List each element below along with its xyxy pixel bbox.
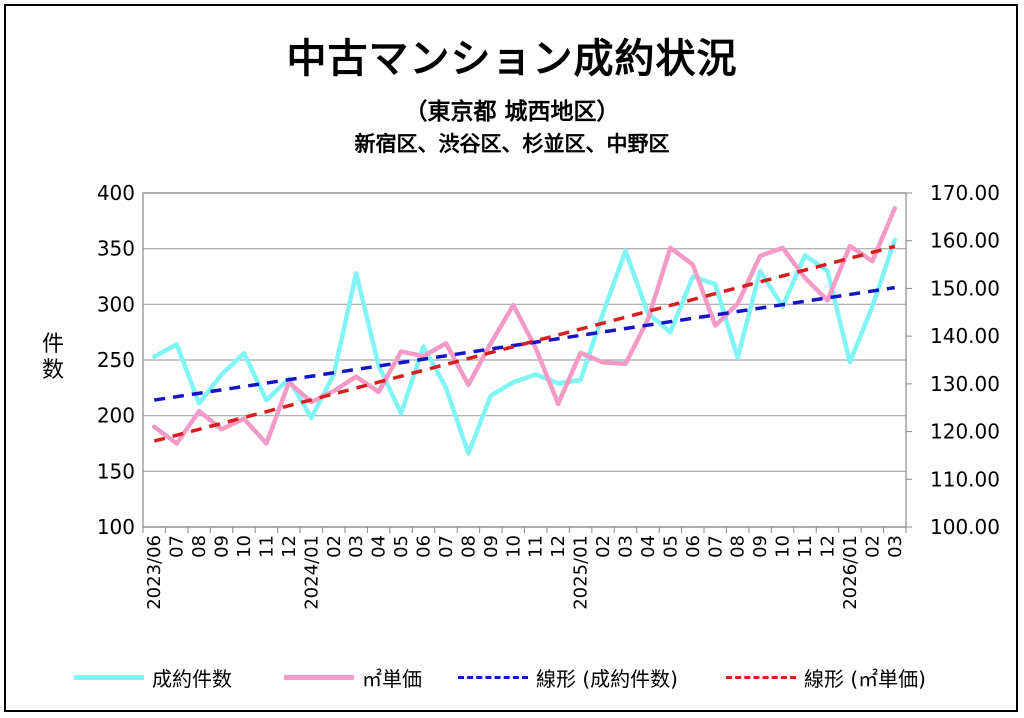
x-tick-label: 11 bbox=[256, 535, 277, 558]
y-right-tick-label: 150.00 bbox=[930, 276, 1000, 300]
x-tick-label: 12 bbox=[548, 535, 569, 558]
x-tick-label: 07 bbox=[705, 535, 726, 558]
chart-subtitle-region: （東京都 城西地区） bbox=[404, 99, 620, 125]
x-tick-label: 08 bbox=[189, 535, 210, 558]
y-right-tick-label: 100.00 bbox=[930, 515, 1000, 539]
legend-swatch-count-trend bbox=[458, 675, 528, 679]
legend-item-count: 成約件数 bbox=[74, 662, 232, 692]
x-tick-label: 09 bbox=[212, 535, 233, 558]
x-tick-label: 04 bbox=[369, 535, 390, 558]
x-tick-label: 2026/01 bbox=[840, 535, 861, 610]
trendline-unit-price bbox=[153, 244, 896, 443]
y-left-tick-label: 100 bbox=[97, 515, 135, 539]
legend-label-count: 成約件数 bbox=[152, 666, 232, 691]
chart-title: 中古マンション成約状況 bbox=[286, 36, 738, 82]
y-right-tick-label: 110.00 bbox=[930, 467, 1000, 491]
series-line-unit-price bbox=[151, 206, 898, 446]
y-left-tick-label: 300 bbox=[97, 292, 135, 316]
legend: 成約件数 ㎡単価 線形 (成約件数) 線形 (㎡単価) bbox=[0, 662, 1024, 692]
y-left-tick-label: 350 bbox=[97, 237, 135, 261]
x-tick-label: 10 bbox=[773, 535, 794, 558]
legend-swatch-count bbox=[74, 674, 144, 680]
y-right-tick-label: 140.00 bbox=[930, 324, 1000, 348]
x-tick-label: 11 bbox=[795, 535, 816, 558]
legend-label-count-trend: 線形 (成約件数) bbox=[536, 666, 678, 691]
y-left-tick-label: 400 bbox=[97, 181, 135, 205]
x-tick-label: 2024/01 bbox=[301, 535, 322, 610]
y-left-tick-label: 250 bbox=[97, 348, 135, 372]
x-tick-label: 08 bbox=[728, 535, 749, 558]
x-tick-label: 2025/01 bbox=[571, 535, 592, 610]
legend-label-unit-trend: 線形 (㎡単価) bbox=[804, 666, 926, 691]
x-tick-label: 05 bbox=[660, 535, 681, 558]
x-tick-label: 12 bbox=[817, 535, 838, 558]
y-right-tick-label: 160.00 bbox=[930, 229, 1000, 253]
x-tick-label: 03 bbox=[615, 535, 636, 558]
x-tick-label: 12 bbox=[279, 535, 300, 558]
legend-label-unit-price: ㎡単価 bbox=[362, 666, 422, 691]
legend-item-unit-trend: 線形 (㎡単価) bbox=[726, 662, 926, 692]
x-tick-label: 08 bbox=[458, 535, 479, 558]
x-tick-label: 06 bbox=[683, 535, 704, 558]
legend-item-count-trend: 線形 (成約件数) bbox=[458, 662, 678, 692]
x-tick-label: 07 bbox=[167, 535, 188, 558]
x-tick-label: 04 bbox=[638, 535, 659, 558]
y-right-tick-label: 130.00 bbox=[930, 372, 1000, 396]
y-right-tick-label: 170.00 bbox=[930, 181, 1000, 205]
x-tick-label: 02 bbox=[593, 535, 614, 558]
chart-subtitle-wards: 新宿区、渋谷区、杉並区、中野区 bbox=[354, 132, 670, 156]
y-left-tick-label: 200 bbox=[97, 404, 135, 428]
y-left-axis-label: 件数 bbox=[41, 332, 64, 383]
x-tick-label: 10 bbox=[234, 535, 255, 558]
x-tick-label: 03 bbox=[885, 535, 906, 558]
x-tick-label: 02 bbox=[862, 535, 883, 558]
x-tick-label: 09 bbox=[750, 535, 771, 558]
x-tick-label: 10 bbox=[503, 535, 524, 558]
y-right-tick-label: 120.00 bbox=[930, 420, 1000, 444]
x-tick-label: 09 bbox=[481, 535, 502, 558]
y-left-tick-label: 150 bbox=[97, 459, 135, 483]
x-tick-label: 02 bbox=[324, 535, 345, 558]
x-tick-label: 05 bbox=[391, 535, 412, 558]
legend-item-unit-price: ㎡単価 bbox=[284, 662, 422, 692]
x-tick-label: 07 bbox=[436, 535, 457, 558]
x-tick-label: 11 bbox=[526, 535, 547, 558]
x-tick-label: 06 bbox=[414, 535, 435, 558]
trendline-count bbox=[153, 285, 896, 402]
legend-swatch-unit-trend bbox=[726, 675, 796, 679]
x-tick-label: 2023/06 bbox=[144, 535, 165, 610]
x-tick-label: 03 bbox=[346, 535, 367, 558]
series-line-count bbox=[151, 237, 898, 456]
legend-swatch-unit-price bbox=[284, 674, 354, 680]
